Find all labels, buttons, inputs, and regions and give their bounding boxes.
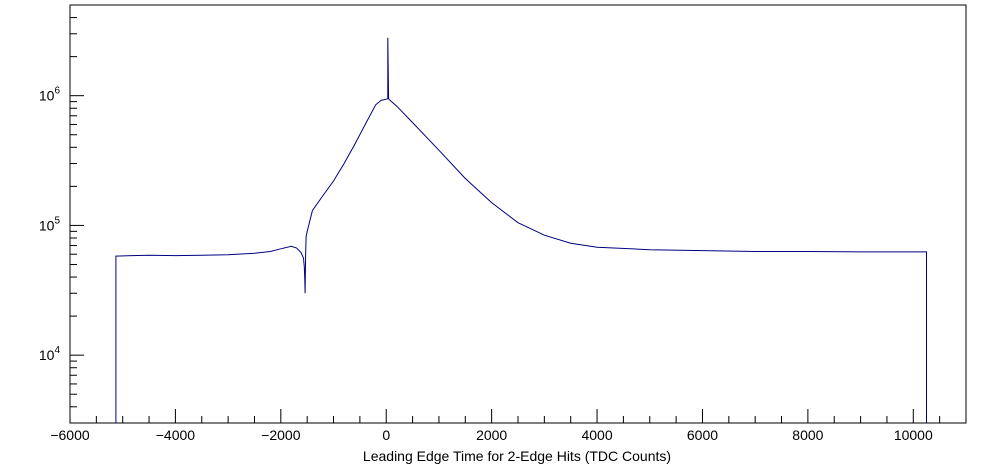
- x-axis-ticks: [69, 409, 967, 423]
- x-axis-tick-labels: −6000 −4000 −2000 0 2000 4000 6000 8000 10000: [50, 427, 933, 443]
- x-axis-title: Leading Edge Time for 2-Edge Hits (TDC C…: [363, 448, 671, 464]
- x-tick-label: −6000: [50, 427, 90, 443]
- x-tick-label: 2000: [476, 427, 507, 443]
- x-tick-label: 10000: [894, 427, 933, 443]
- x-tick-label: −2000: [261, 427, 301, 443]
- series-line: [115, 37, 927, 423]
- y-axis-ticks: [70, 4, 84, 424]
- y-tick-label: 104: [39, 345, 61, 363]
- x-tick-label: 0: [382, 427, 390, 443]
- y-tick-label: 106: [39, 86, 61, 104]
- x-tick-label: −4000: [156, 427, 196, 443]
- x-tick-label: 4000: [581, 427, 612, 443]
- x-tick-label: 8000: [792, 427, 823, 443]
- y-axis-tick-labels: 104 105 106: [39, 86, 61, 363]
- plot-frame: [69, 4, 967, 424]
- x-tick-label: 6000: [687, 427, 718, 443]
- y-tick-label: 105: [39, 215, 61, 233]
